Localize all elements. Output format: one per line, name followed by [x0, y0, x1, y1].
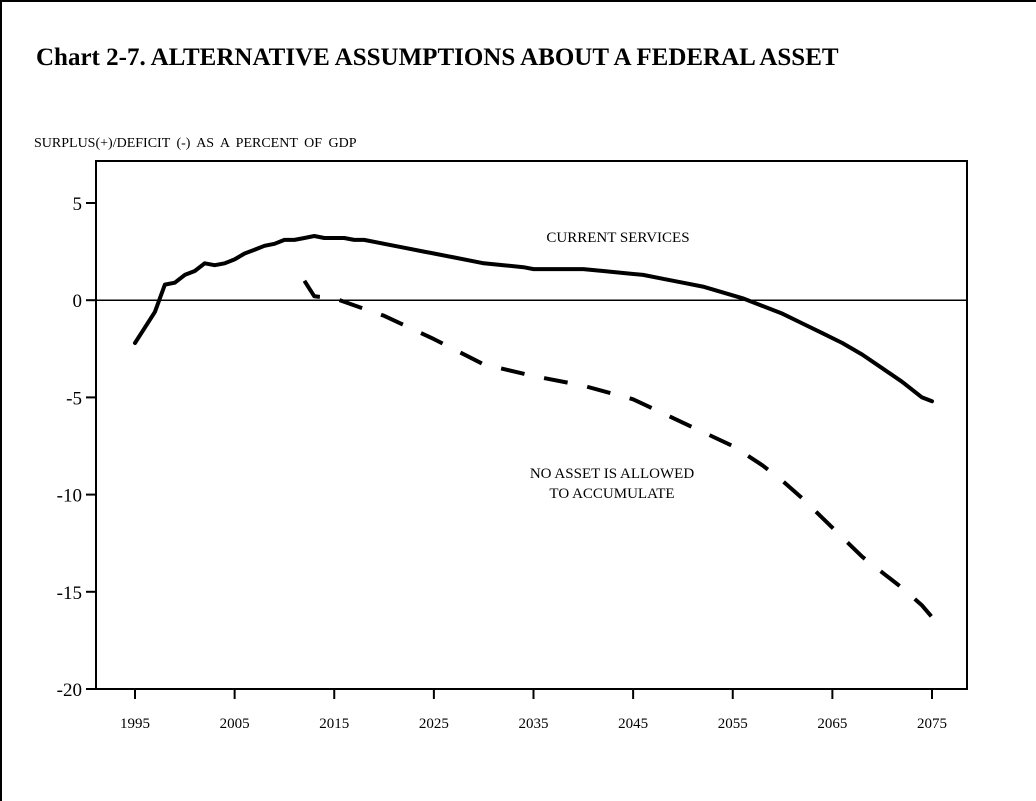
y-tick-label: -15 [57, 583, 82, 604]
x-tick-label: 2065 [817, 716, 847, 732]
x-tick-label: 1995 [120, 716, 150, 732]
series-layer [96, 234, 967, 619]
x-tick-label: 2015 [319, 716, 349, 732]
x-tick-label: 2035 [519, 716, 549, 732]
series-no-asset-line [302, 279, 934, 619]
y-tick-label: -5 [66, 388, 82, 409]
y-tick-label: 0 [73, 291, 83, 312]
plot-area [95, 160, 968, 690]
x-tick-label: 2005 [220, 716, 250, 732]
x-tick-label: 2045 [618, 716, 648, 732]
annotation-current-services: CURRENT SERVICES [546, 230, 689, 246]
x-tick-label: 2055 [718, 716, 748, 732]
y-tick-label: -10 [57, 486, 82, 507]
y-tick-label: 5 [73, 194, 83, 215]
y-axis-label: SURPLUS(+)/DEFICIT (-) AS A PERCENT OF G… [34, 136, 357, 151]
chart-title: Chart 2-7. ALTERNATIVE ASSUMPTIONS ABOUT… [36, 44, 839, 71]
x-tick-label: 2075 [917, 716, 947, 732]
series-current-services-line [133, 234, 934, 404]
annotation-no-asset-line1: NO ASSET IS ALLOWED [530, 466, 694, 482]
y-tick-label: -20 [57, 680, 82, 701]
axis-ticks: 5 0 -5 -10 -15 -20 1995 2005 2015 2025 2035 2045 205… [57, 194, 947, 732]
x-tick-label: 2025 [419, 716, 449, 732]
annotation-no-asset-line2: TO ACCUMULATE [549, 486, 674, 502]
